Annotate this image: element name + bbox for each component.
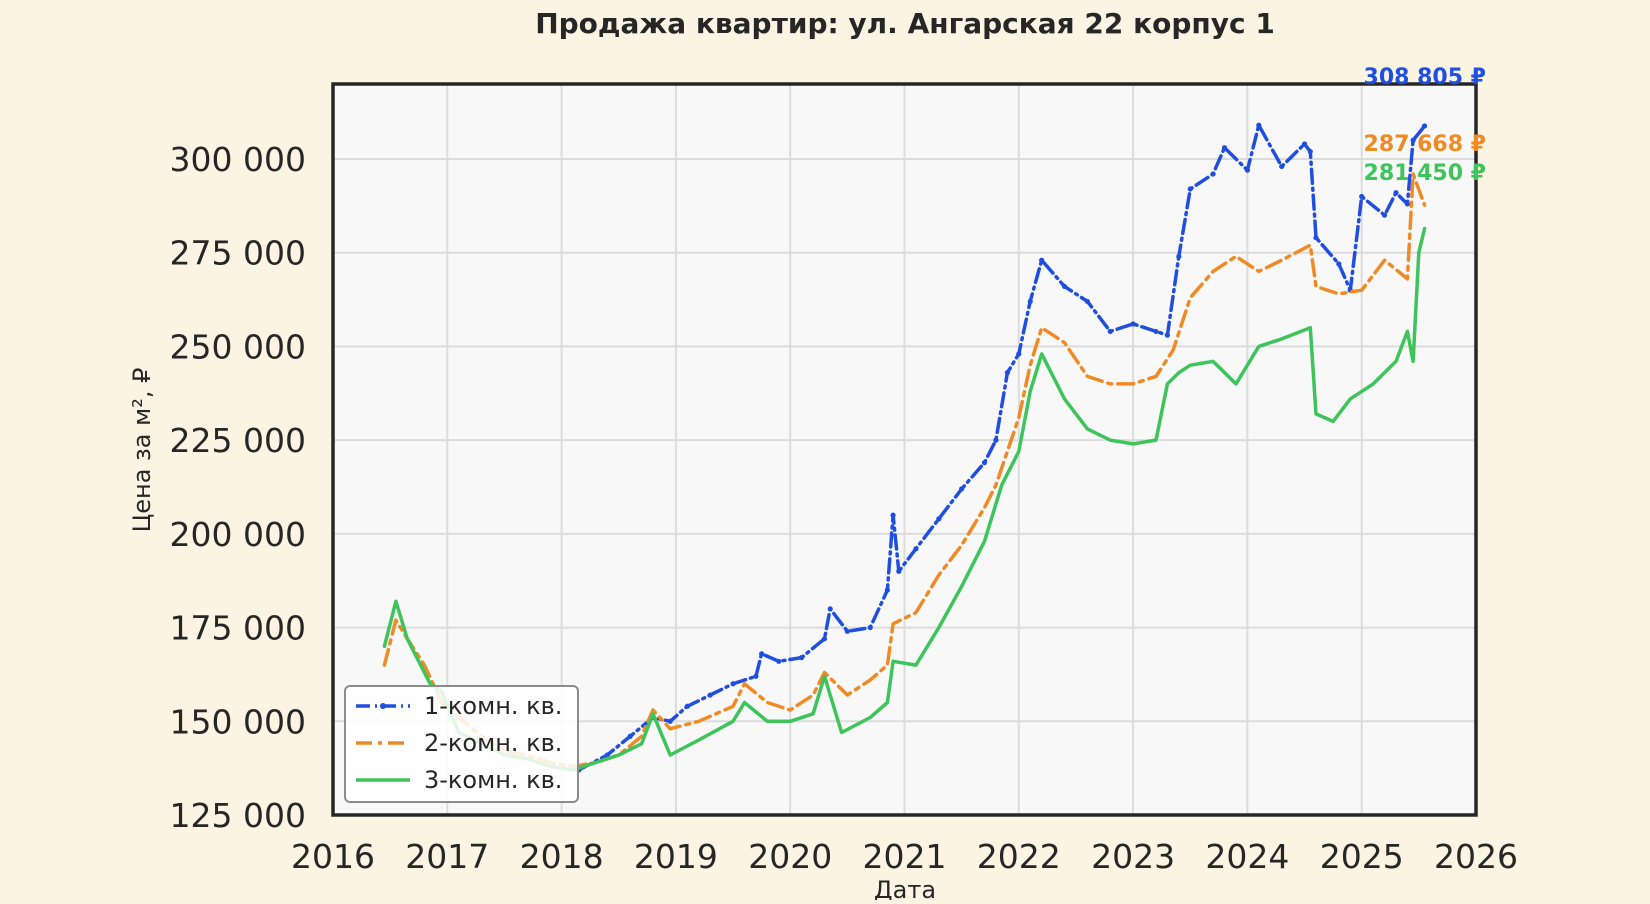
plot-frame <box>331 82 1478 817</box>
series-point <box>1313 235 1319 241</box>
series-point <box>827 606 833 612</box>
series-point <box>1279 163 1285 170</box>
end-value-label: 281 450 ₽ <box>1364 161 1486 186</box>
legend-marker <box>380 703 386 709</box>
x-tick-label: 2024 <box>1205 837 1289 876</box>
series-point <box>1176 253 1182 260</box>
end-value-label: 308 805 ₽ <box>1364 65 1486 90</box>
series-point <box>867 624 873 631</box>
series-point <box>1084 298 1090 305</box>
y-tick-label: 175 000 <box>170 609 306 648</box>
series-point <box>604 752 610 758</box>
x-tick-label: 2023 <box>1091 837 1175 876</box>
series-line <box>576 123 1427 772</box>
y-tick-label: 300 000 <box>170 140 306 179</box>
series-point <box>667 718 673 724</box>
series-point <box>1421 123 1428 129</box>
x-tick-label: 2026 <box>1434 837 1518 876</box>
x-tick-label: 2020 <box>748 837 832 876</box>
series-point <box>896 568 902 574</box>
y-axis-label: Цена за м², ₽ <box>128 368 156 533</box>
series-point <box>730 681 736 687</box>
legend-items: 1-комн. кв. 2-комн. кв. 3-комн. кв. <box>356 692 562 794</box>
series-point <box>1164 332 1170 338</box>
x-tick-label: 2022 <box>977 837 1061 876</box>
x-tick-label: 2025 <box>1320 837 1404 876</box>
series-point <box>799 654 805 661</box>
series-point <box>759 651 765 657</box>
chart-title: Продажа квартир: ул. Ангарская 22 корпус… <box>535 7 1275 40</box>
series-point <box>884 587 890 593</box>
series-point <box>1130 321 1136 327</box>
y-tick-label: 250 000 <box>170 327 306 366</box>
series-point <box>1381 212 1388 218</box>
series-point <box>1221 145 1228 151</box>
series-point <box>1301 141 1308 147</box>
series-point <box>1307 148 1313 155</box>
legend-label: 2-комн. кв. <box>424 729 562 757</box>
legend: 1-комн. кв. 2-комн. кв. 3-комн. кв. <box>344 685 579 803</box>
series-point <box>776 658 782 664</box>
legend-label: 3-комн. кв. <box>424 766 562 794</box>
series-point <box>1410 137 1416 143</box>
legend-label: 1-комн. кв. <box>424 692 562 720</box>
series-point <box>981 460 988 466</box>
series-point <box>821 636 828 642</box>
x-tick-label: 2019 <box>634 837 718 876</box>
tick-layer: 2016 2017 2018 2019 2020 2021 2022 2023 2024 2025… <box>170 140 1518 876</box>
series-point <box>1027 298 1033 305</box>
series-point <box>1061 283 1068 290</box>
series-point <box>1336 261 1342 267</box>
series-point <box>1107 328 1113 335</box>
series-point <box>1187 186 1193 192</box>
series-point <box>1244 167 1250 173</box>
series-point <box>1016 351 1022 357</box>
series-point <box>1404 201 1411 207</box>
end-value-label: 287 668 ₽ <box>1364 132 1486 157</box>
y-tick-label: 275 000 <box>170 234 306 273</box>
x-axis-label: Дата <box>874 876 936 900</box>
series-point <box>1004 370 1010 376</box>
series-point <box>959 486 965 492</box>
x-tick-label: 2016 <box>291 837 375 876</box>
series-point <box>627 733 633 739</box>
x-tick-label: 2017 <box>405 837 489 876</box>
series-point <box>1256 122 1262 128</box>
series-point <box>1210 171 1216 177</box>
series-point <box>913 546 919 552</box>
y-tick-label: 125 000 <box>170 796 306 835</box>
x-tick-label: 2018 <box>520 837 604 876</box>
y-tick-label: 150 000 <box>170 702 306 741</box>
series-point <box>684 703 690 709</box>
series-point <box>936 516 942 522</box>
series-point <box>1153 328 1159 335</box>
series-point <box>1359 193 1365 200</box>
series-point <box>890 512 896 518</box>
legend-box <box>344 685 579 803</box>
y-tick-label: 225 000 <box>170 421 306 460</box>
series-point <box>707 692 713 698</box>
series-point <box>993 437 999 443</box>
series-point <box>1393 190 1399 196</box>
series-point <box>844 628 850 634</box>
x-tick-label: 2021 <box>863 837 947 876</box>
series-point <box>1039 257 1045 263</box>
series-point <box>753 673 759 679</box>
y-tick-label: 200 000 <box>170 515 306 554</box>
end-label-layer: 308 805 ₽ 287 668 ₽ 281 450 ₽ <box>1364 65 1486 186</box>
